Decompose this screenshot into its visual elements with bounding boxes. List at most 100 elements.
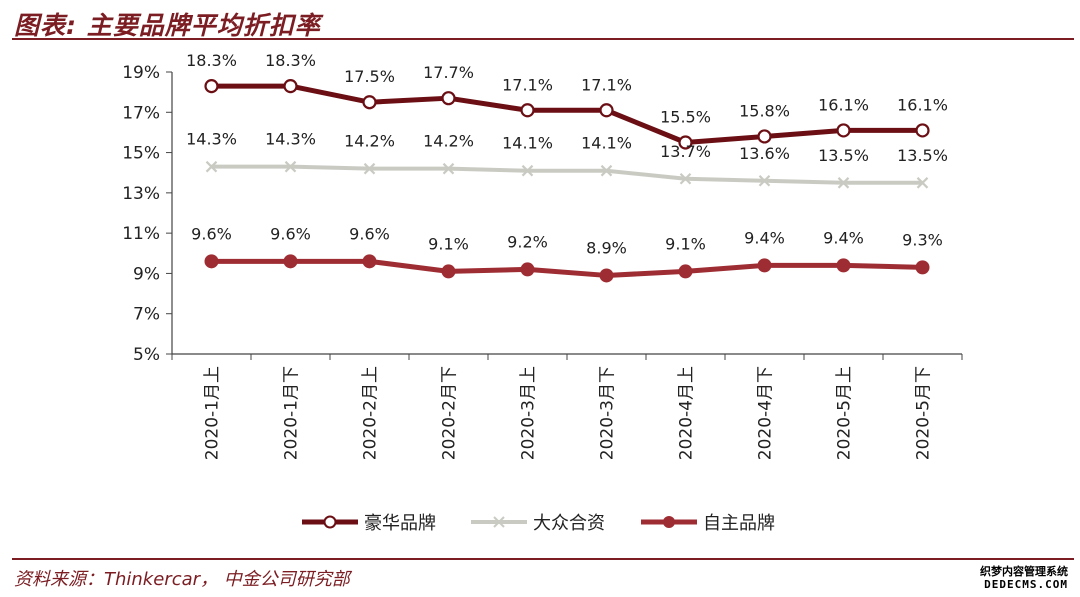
series-line bbox=[211, 83, 923, 145]
data-label: 15.8% bbox=[739, 101, 790, 120]
legend-item: 自主品牌 bbox=[641, 513, 775, 534]
data-point bbox=[520, 103, 535, 118]
watermark: 织梦内容管理系统 DEDECMS.COM bbox=[980, 565, 1068, 591]
data-point bbox=[284, 160, 297, 173]
data-label: 9.4% bbox=[823, 228, 864, 247]
data-label: 17.1% bbox=[581, 75, 632, 94]
x-tick-label: 2020-5月上 bbox=[835, 366, 855, 460]
data-point bbox=[283, 78, 298, 94]
legend-label: 大众合资 bbox=[533, 513, 605, 534]
x-tick-label: 2020-4月下 bbox=[756, 366, 776, 460]
data-label: 13.5% bbox=[818, 146, 869, 165]
data-point bbox=[836, 123, 851, 138]
data-label: 17.1% bbox=[502, 75, 553, 94]
data-point bbox=[758, 174, 771, 187]
data-point-stroke bbox=[758, 174, 771, 187]
data-point bbox=[283, 254, 298, 269]
x-tick-label: 2020-2月上 bbox=[361, 366, 381, 460]
series-line bbox=[211, 164, 923, 185]
data-label: 14.3% bbox=[265, 130, 316, 149]
data-label: 13.5% bbox=[897, 146, 948, 165]
x-tick-label: 2020-1月上 bbox=[203, 366, 223, 460]
data-label: 17.7% bbox=[423, 63, 474, 82]
legend-marker bbox=[323, 515, 337, 529]
data-label: 14.1% bbox=[581, 134, 632, 153]
data-label: 9.2% bbox=[507, 232, 548, 251]
x-tick-label: 2020-3月上 bbox=[519, 366, 539, 460]
y-tick-label: 5% bbox=[133, 345, 160, 365]
legend-label: 豪华品牌 bbox=[364, 513, 436, 534]
data-label: 9.1% bbox=[428, 234, 469, 253]
data-label: 16.1% bbox=[897, 95, 948, 114]
data-label: 14.2% bbox=[344, 132, 395, 151]
data-point bbox=[599, 268, 614, 283]
data-label: 14.1% bbox=[502, 134, 553, 153]
data-label: 16.1% bbox=[818, 95, 869, 114]
data-point bbox=[204, 78, 219, 94]
data-point bbox=[521, 164, 534, 177]
y-tick-label: 19% bbox=[122, 63, 160, 83]
data-label: 9.6% bbox=[270, 224, 311, 243]
y-tick-label: 11% bbox=[122, 224, 160, 244]
data-label: 13.6% bbox=[739, 144, 790, 163]
legend-marker bbox=[663, 516, 675, 528]
data-point-stroke bbox=[521, 164, 534, 177]
x-tick-label: 2020-3月下 bbox=[598, 366, 618, 460]
data-point bbox=[442, 162, 455, 175]
series-line bbox=[211, 258, 923, 278]
legend-label: 自主品牌 bbox=[703, 513, 775, 534]
legend-marker bbox=[493, 516, 505, 528]
data-point bbox=[678, 135, 693, 150]
data-point bbox=[678, 264, 693, 279]
source-note: 资料来源：Thinkercar， 中金公司研究部 bbox=[14, 569, 350, 590]
data-point bbox=[757, 258, 772, 273]
data-point bbox=[205, 160, 218, 173]
data-label: 14.2% bbox=[423, 132, 474, 151]
chart-axes: 5% 7% 9% 11% 13% 15% 17% 19% 2020-1月上 2020-1月下 202… bbox=[122, 63, 963, 460]
data-point bbox=[520, 262, 535, 277]
data-label: 18.3% bbox=[186, 51, 237, 70]
data-point bbox=[363, 162, 376, 175]
chart-series bbox=[204, 78, 930, 283]
x-tick-label: 2020-1月下 bbox=[282, 366, 302, 460]
data-point-stroke bbox=[284, 160, 297, 173]
source-divider bbox=[12, 558, 1074, 560]
data-point bbox=[362, 95, 377, 110]
data-label: 9.1% bbox=[665, 234, 706, 253]
watermark-line1: 织梦内容管理系统 bbox=[980, 565, 1068, 578]
data-point bbox=[204, 254, 219, 269]
data-label: 14.3% bbox=[186, 130, 237, 149]
chart-legend: 豪华品牌 大众合资 自主品牌 bbox=[302, 513, 775, 534]
data-point bbox=[916, 177, 929, 189]
data-label: 9.6% bbox=[191, 224, 232, 243]
data-label: 15.5% bbox=[660, 108, 711, 127]
data-point bbox=[915, 260, 930, 275]
data-point-stroke bbox=[363, 162, 376, 175]
y-tick-label: 9% bbox=[133, 264, 160, 284]
data-point bbox=[757, 129, 772, 144]
data-label: 9.6% bbox=[349, 224, 390, 243]
data-label: 8.9% bbox=[586, 238, 627, 257]
data-point-stroke bbox=[442, 162, 455, 175]
data-label: 9.3% bbox=[902, 230, 943, 249]
y-tick-label: 13% bbox=[122, 184, 160, 204]
data-point bbox=[679, 172, 692, 185]
data-point bbox=[915, 123, 930, 138]
data-label: 17.5% bbox=[344, 67, 395, 86]
y-tick-label: 17% bbox=[122, 103, 160, 123]
chart-data-labels: 18.3% 18.3% 17.5% 17.7% 17.1% 17.1% 15.5% 15.8%… bbox=[186, 51, 948, 257]
watermark-line2: DEDECMS.COM bbox=[984, 578, 1068, 591]
data-point-stroke bbox=[205, 160, 218, 173]
data-label: 9.4% bbox=[744, 228, 785, 247]
data-point-stroke bbox=[837, 177, 850, 189]
x-tick-label: 2020-5月下 bbox=[914, 366, 934, 460]
data-point-stroke bbox=[916, 177, 929, 189]
chart-title: 图表: 主要品牌平均折扣率 bbox=[14, 11, 321, 40]
data-label: 13.7% bbox=[660, 142, 711, 161]
data-point-stroke bbox=[679, 172, 692, 185]
x-tick-label: 2020-2月下 bbox=[440, 366, 460, 460]
y-tick-label: 15% bbox=[122, 144, 160, 164]
title-divider bbox=[12, 38, 1074, 40]
data-point bbox=[837, 177, 850, 189]
